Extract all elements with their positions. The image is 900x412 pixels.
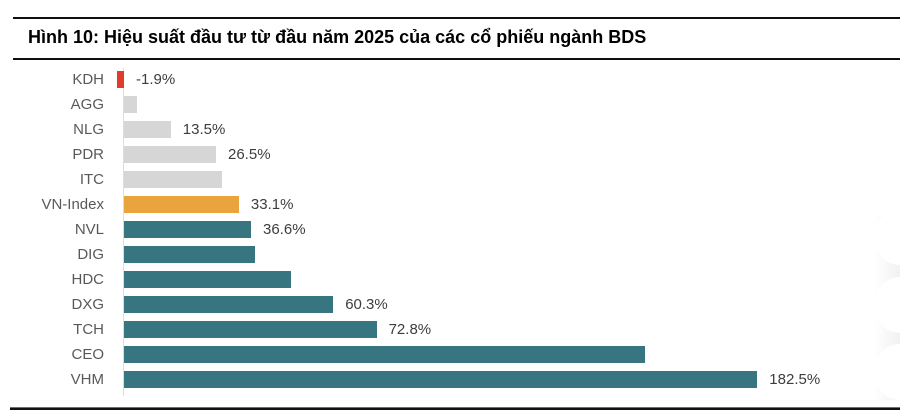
- bar-vhm: [124, 371, 758, 388]
- category-label: CEO: [71, 346, 104, 363]
- category-label: VN-Index: [41, 196, 104, 213]
- value-label: 36.6%: [263, 221, 306, 238]
- value-label: 60.3%: [345, 296, 388, 313]
- category-label: NLG: [73, 121, 104, 138]
- bar-tch: [124, 321, 377, 338]
- chart-row: HDC: [0, 267, 900, 292]
- category-label: AGG: [70, 96, 104, 113]
- category-label: PDR: [72, 146, 104, 163]
- bar-ceo: [124, 346, 645, 363]
- category-label: DIG: [77, 246, 104, 263]
- title-bottom-rule: [13, 58, 900, 60]
- bar-kdh: [117, 71, 124, 88]
- bar-hdc: [124, 271, 292, 288]
- bar-chart: KDH -1.9% AGG NLG 13.5% PDR 26.5% ITC VN-Index 33…: [0, 62, 900, 396]
- title-top-rule: [13, 17, 900, 19]
- chart-row: AGG: [0, 92, 900, 117]
- category-label: NVL: [74, 221, 104, 238]
- chart-row: NVL 36.6%: [0, 217, 900, 242]
- chart-row: NLG 13.5%: [0, 117, 900, 142]
- value-label: -1.9%: [136, 71, 176, 88]
- bar-nlg: [124, 121, 171, 138]
- category-label: HDC: [71, 271, 105, 288]
- category-label: TCH: [73, 321, 104, 338]
- bar-agg: [124, 96, 137, 113]
- figure-title: Hình 10: Hiệu suất đầu tư từ đầu năm 202…: [28, 27, 647, 47]
- category-label: ITC: [79, 171, 104, 188]
- value-label: 26.5%: [228, 146, 271, 163]
- bar-vn-index: [124, 196, 239, 213]
- category-label: KDH: [72, 71, 104, 88]
- category-label: VHM: [70, 371, 104, 388]
- chart-row: CEO: [0, 342, 900, 367]
- value-label: 182.5%: [769, 371, 821, 388]
- bar-itc: [124, 171, 222, 188]
- bar-pdr: [124, 146, 216, 163]
- y-axis-line: [123, 68, 124, 396]
- bar-nvl: [124, 221, 251, 238]
- chart-row: KDH -1.9%: [0, 67, 900, 92]
- chart-row: PDR 26.5%: [0, 142, 900, 167]
- bar-dig: [124, 246, 256, 263]
- value-label: 13.5%: [182, 121, 226, 138]
- category-label: DXG: [71, 296, 104, 313]
- chart-row: VHM 182.5%: [0, 367, 900, 392]
- figure-bottom-rule: [10, 407, 900, 410]
- chart-row: ITC: [0, 167, 900, 192]
- chart-row: TCH 72.8%: [0, 317, 900, 342]
- chart-row: DIG: [0, 242, 900, 267]
- bar-dxg: [124, 296, 334, 313]
- value-label: 33.1%: [250, 196, 294, 213]
- bar-rows: KDH -1.9% AGG NLG 13.5% PDR 26.5% ITC VN-Index 33…: [0, 62, 900, 392]
- chart-row: DXG 60.3%: [0, 292, 900, 317]
- value-label: 72.8%: [388, 321, 432, 338]
- chart-row: VN-Index 33.1%: [0, 192, 900, 217]
